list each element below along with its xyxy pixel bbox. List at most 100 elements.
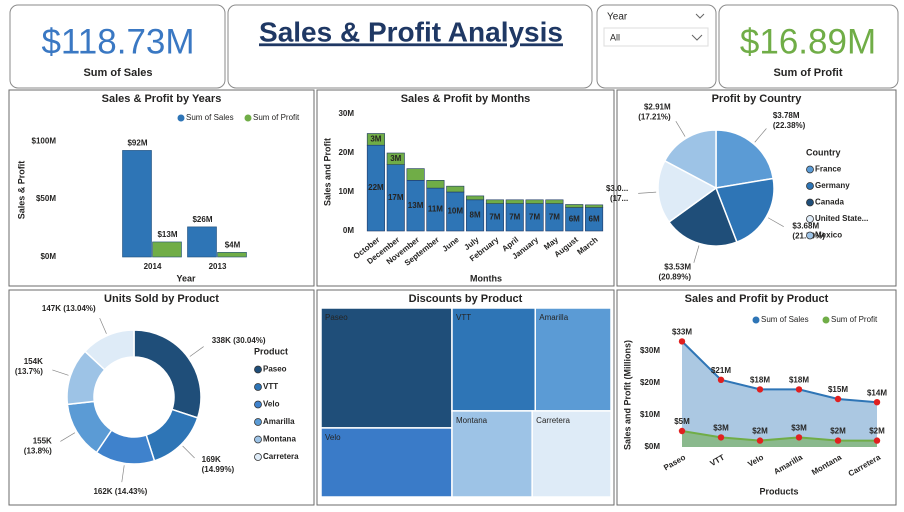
legend-label: United State... (815, 214, 868, 223)
data-label: $21M (711, 366, 731, 375)
bar (217, 252, 247, 258)
legend-label: Sum of Profit (253, 113, 300, 122)
data-label: 11M (428, 205, 443, 214)
data-label: $3.68M (792, 222, 819, 231)
point (795, 434, 803, 441)
bar-segment (366, 133, 385, 146)
point (678, 338, 686, 345)
data-label: 8M (470, 211, 481, 220)
data-label: $4M (225, 240, 241, 249)
tile-label: Montana (456, 416, 488, 425)
x-axis-label: Year (176, 273, 196, 283)
y-tick-label: $10M (640, 410, 660, 419)
point (717, 376, 725, 383)
data-label: 154K (24, 357, 43, 366)
page-title: Sales & Profit Analysis (259, 16, 563, 47)
data-label: 13M (408, 201, 424, 210)
data-label: $3.53M (664, 262, 691, 271)
legend-marker (806, 231, 814, 240)
bar-segment (565, 204, 584, 208)
slicer-dropdown[interactable] (603, 27, 709, 47)
data-label: $92M (127, 139, 147, 148)
point (678, 427, 686, 435)
point (756, 386, 764, 393)
legend-label: Velo (263, 400, 280, 409)
data-label: (13.7%) (15, 367, 43, 376)
y-tick-label: $100M (32, 136, 57, 145)
card-value: $118.73M (41, 22, 194, 61)
y-tick-label: 10M (338, 187, 354, 196)
data-label: 10M (447, 207, 463, 216)
bar-segment (446, 185, 465, 193)
donut-slice (83, 329, 135, 371)
treemap-tile (451, 307, 537, 412)
bar-segment (466, 195, 485, 201)
sales-card (9, 4, 226, 89)
legend-marker (254, 400, 262, 409)
chart-title: Sales & Profit by Months (401, 93, 531, 105)
legend-label: Amarilla (263, 417, 295, 426)
legend-label: Carretera (263, 452, 299, 461)
dropdown-chevron (691, 34, 703, 41)
leader-line (121, 465, 125, 483)
y-tick-label: $0M (40, 252, 56, 261)
data-label: (17.21%) (638, 113, 671, 122)
tile-label: Velo (325, 433, 341, 442)
data-label: 6M (589, 214, 600, 223)
data-label: (17... (610, 194, 628, 203)
point (834, 437, 842, 444)
chart-title: Discounts by Product (409, 293, 523, 305)
data-label: $18M (750, 376, 770, 385)
slicer-chevron[interactable] (695, 13, 705, 19)
y-axis-label: Sales and Profit (322, 138, 332, 206)
legend-label: Sum of Profit (831, 315, 878, 324)
legend-title: Country (806, 147, 841, 157)
legend-marker (806, 215, 814, 223)
y-axis-label: Sales & Profit (16, 161, 26, 220)
data-label: $15M (828, 385, 848, 394)
data-label: $18M (789, 376, 809, 385)
legend-label: France (815, 165, 842, 174)
leader-line (189, 346, 204, 357)
panel (316, 89, 615, 287)
bar-segment (426, 180, 445, 189)
legend-marker (254, 365, 262, 374)
legend-marker (806, 182, 814, 190)
leader-line (693, 245, 700, 263)
chart-title: Profit by Country (712, 93, 803, 105)
data-label: $5M (674, 417, 690, 426)
legend-marker (254, 453, 262, 461)
bar-segment (406, 168, 425, 181)
y-tick-label: $50M (36, 194, 56, 203)
point (873, 399, 881, 406)
data-label: 7M (549, 212, 560, 221)
x-tick-label: 2014 (144, 262, 162, 271)
pie-slice (663, 129, 717, 190)
tile-label: Paseo (325, 313, 348, 322)
leader-line (182, 445, 195, 459)
legend-marker (752, 316, 760, 324)
area-fill (682, 341, 877, 447)
leader-line (675, 120, 686, 137)
point (717, 434, 725, 441)
bar-segment (485, 199, 504, 205)
legend-label: Sum of Sales (186, 113, 234, 122)
line (681, 430, 877, 442)
y-axis-label: Sales and Profit (Millions) (622, 340, 632, 450)
chart-title: Sales and Profit by Product (685, 293, 829, 305)
leader-line (767, 217, 784, 227)
bar-segment (505, 199, 524, 205)
point (756, 437, 764, 444)
card-value: $16.89M (740, 22, 876, 61)
leader-line (638, 191, 657, 194)
data-label: $26M (192, 215, 212, 224)
data-label: 169K (202, 455, 221, 464)
y-tick-label: $0M (644, 442, 660, 451)
panel (616, 289, 897, 506)
legend-label: Sum of Sales (761, 315, 809, 324)
bar (122, 150, 152, 258)
y-tick-label: 20M (338, 148, 354, 157)
data-label: $2M (752, 427, 768, 436)
data-label: $3M (713, 424, 729, 433)
